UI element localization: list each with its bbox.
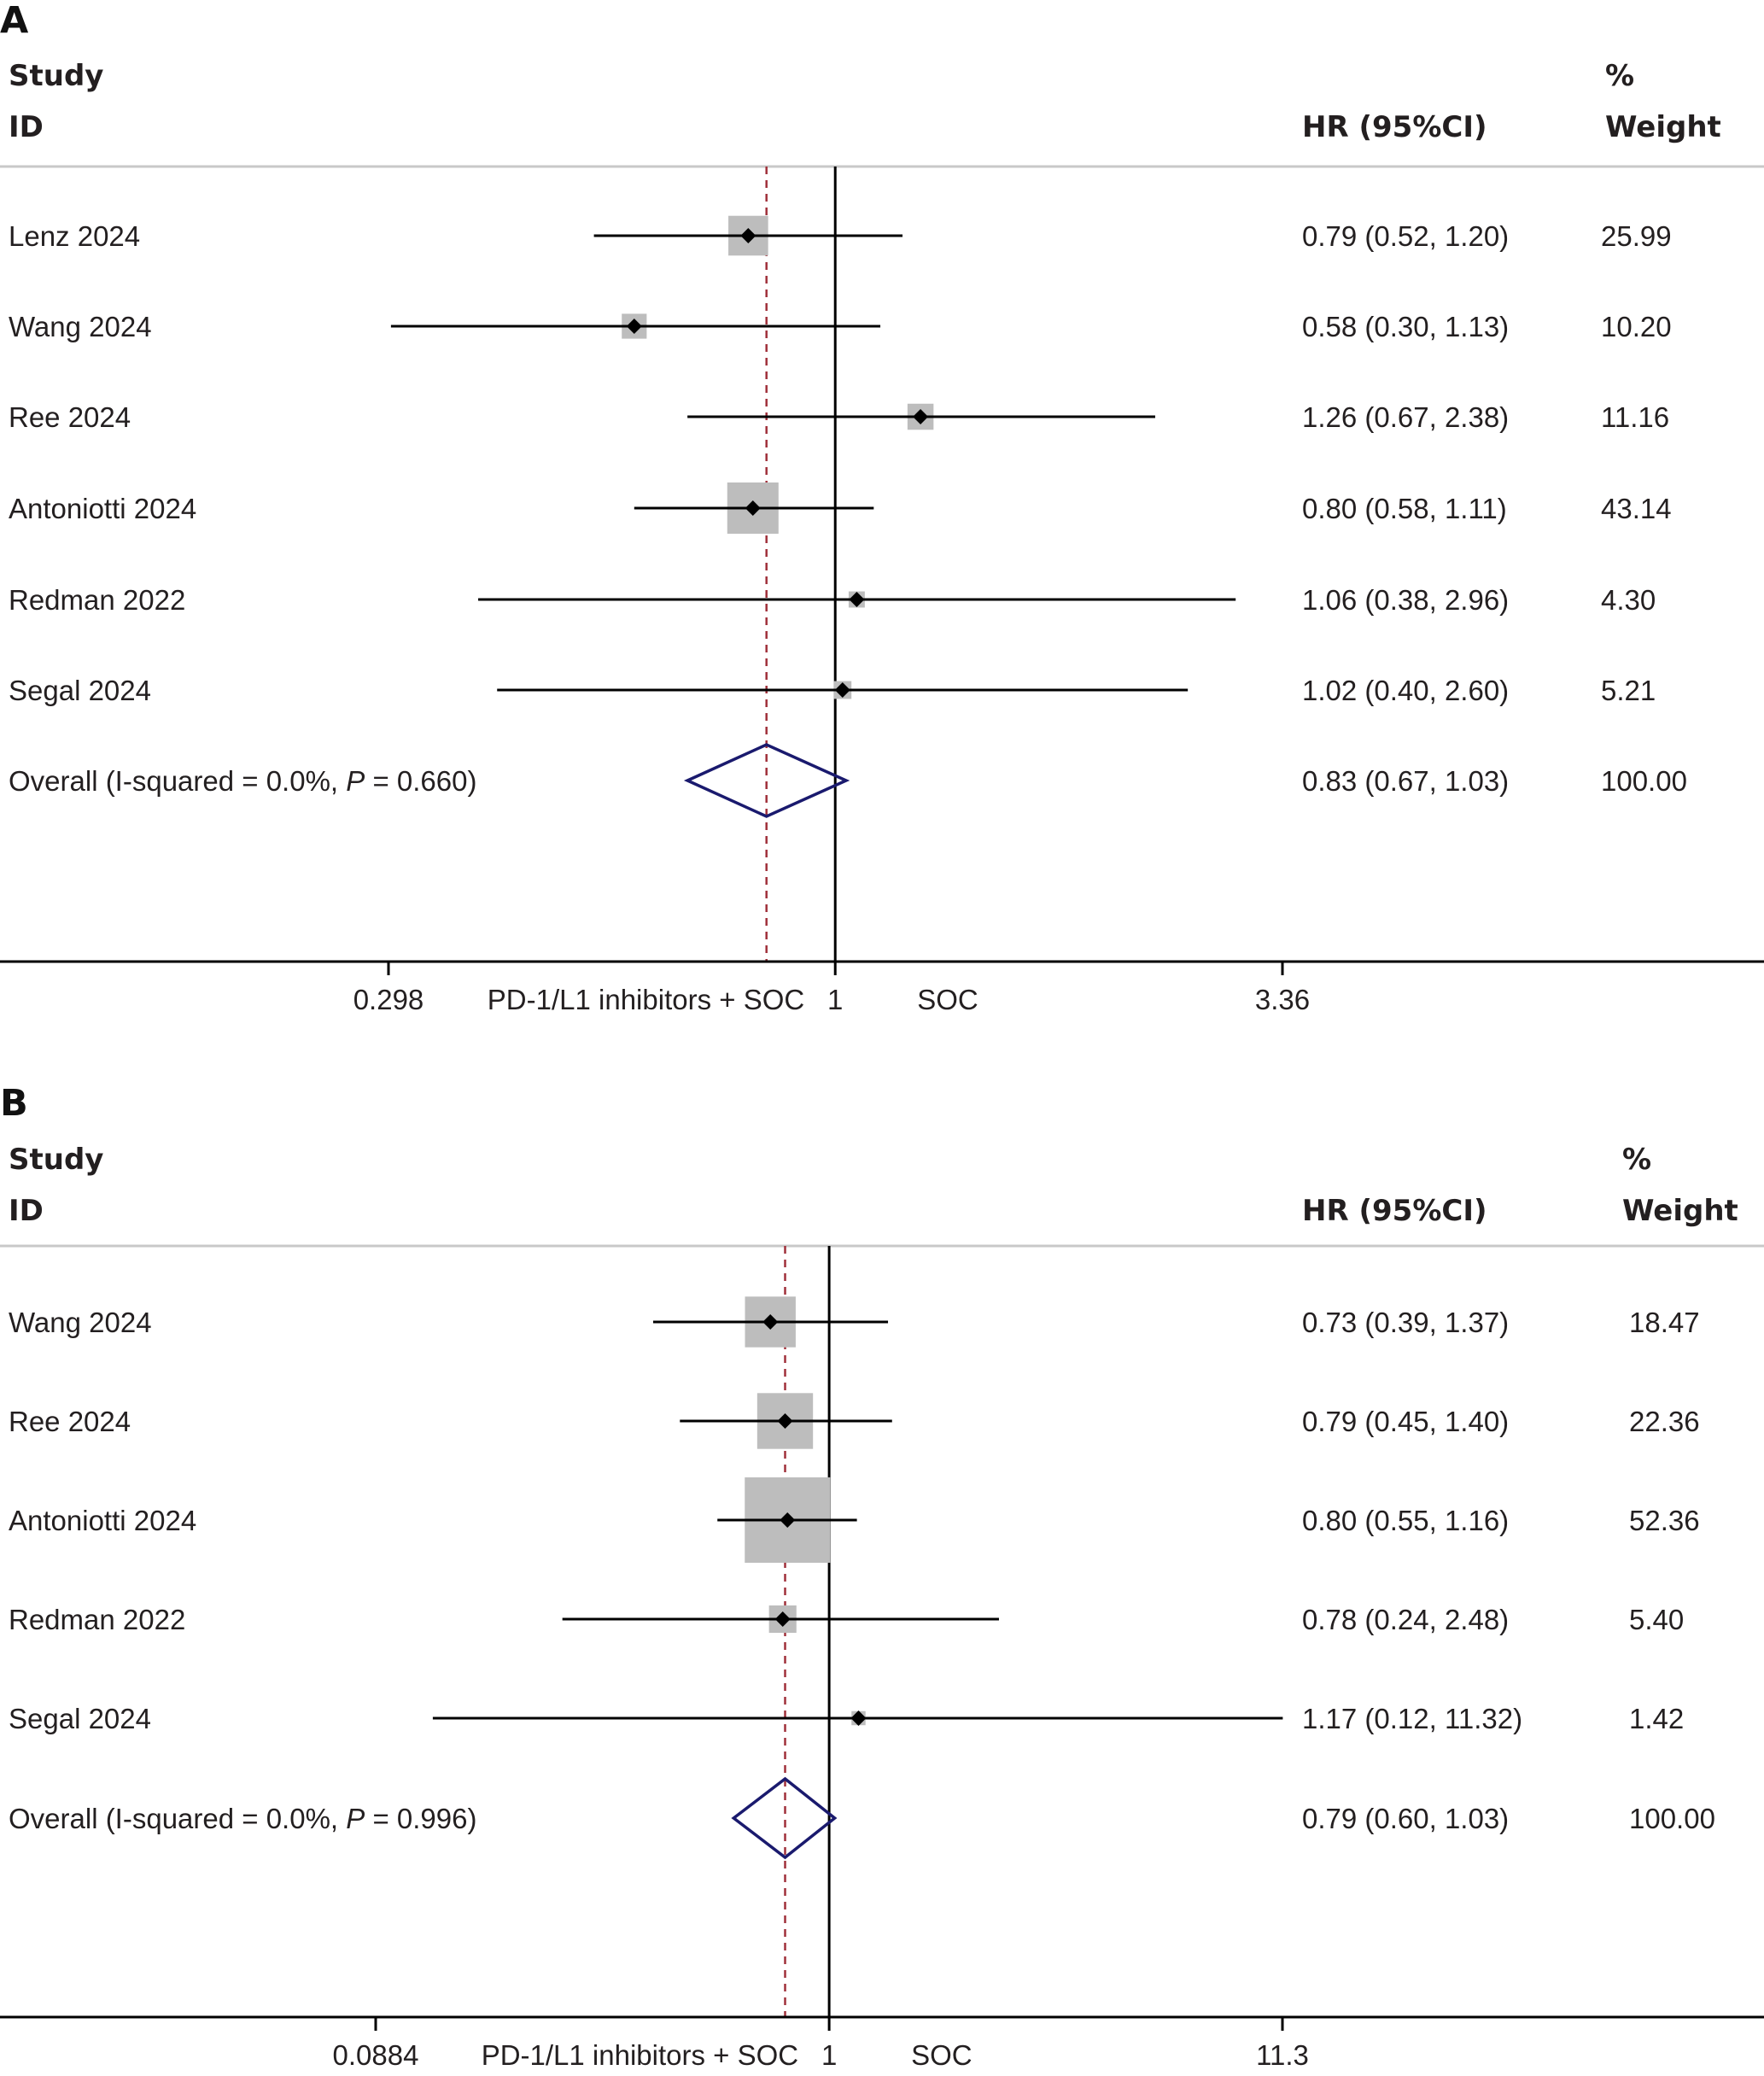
study-row: Segal 2024 1.17 (0.12, 11.32) 1.42 xyxy=(9,1703,1684,1734)
study-name: Ree 2024 xyxy=(9,401,131,433)
hr-value: 0.78 (0.24, 2.48) xyxy=(1302,1604,1509,1635)
weight-value: 52.36 xyxy=(1629,1505,1700,1536)
point-estimate-marker xyxy=(780,1512,796,1528)
overall-label: Overall (I-squared = 0.0%, P = 0.996) xyxy=(9,1803,476,1834)
header-percent: % xyxy=(1622,1143,1651,1177)
header-study: Study xyxy=(9,59,103,93)
overall-weight-value: 100.00 xyxy=(1629,1803,1715,1834)
study-name: Segal 2024 xyxy=(9,675,151,706)
point-estimate-marker xyxy=(745,500,761,516)
study-name: Ree 2024 xyxy=(9,1406,131,1437)
favours-right-label: SOC xyxy=(917,984,978,1015)
study-row: Lenz 2024 0.79 (0.52, 1.20) 25.99 xyxy=(9,215,1672,256)
study-name: Redman 2022 xyxy=(9,584,185,616)
hr-value: 0.73 (0.39, 1.37) xyxy=(1302,1307,1509,1338)
study-row: Redman 2022 1.06 (0.38, 2.96) 4.30 xyxy=(9,584,1656,616)
study-name: Redman 2022 xyxy=(9,1604,185,1635)
header-study: Study xyxy=(9,1143,103,1177)
point-estimate-marker xyxy=(913,409,929,424)
hr-value: 1.02 (0.40, 2.60) xyxy=(1302,675,1509,706)
study-row: Wang 2024 0.73 (0.39, 1.37) 18.47 xyxy=(9,1296,1700,1348)
header-id: ID xyxy=(9,110,44,144)
header-weight: Weight xyxy=(1622,1194,1738,1228)
study-row: Ree 2024 0.79 (0.45, 1.40) 22.36 xyxy=(9,1393,1700,1449)
study-name: Segal 2024 xyxy=(9,1703,151,1734)
overall-row: Overall (I-squared = 0.0%, P = 0.660) 0.8… xyxy=(9,743,1687,818)
study-row: Antoniotti 2024 0.80 (0.58, 1.11) 43.14 xyxy=(9,482,1672,534)
weight-value: 5.21 xyxy=(1601,675,1656,706)
point-estimate-marker xyxy=(849,592,865,607)
x-tick-label: 11.3 xyxy=(1256,2039,1309,2071)
weight-value: 5.40 xyxy=(1629,1604,1684,1635)
study-row: Antoniotti 2024 0.80 (0.55, 1.16) 52.36 xyxy=(9,1477,1700,1563)
overall-hr-value: 0.83 (0.67, 1.03) xyxy=(1302,765,1509,797)
weight-value: 10.20 xyxy=(1601,311,1672,342)
study-name: Wang 2024 xyxy=(9,1307,152,1338)
point-estimate-marker xyxy=(834,682,850,698)
study-name: Antoniotti 2024 xyxy=(9,493,196,524)
hr-value: 0.79 (0.45, 1.40) xyxy=(1302,1406,1509,1437)
overall-hr-value: 0.79 (0.60, 1.03) xyxy=(1302,1803,1509,1834)
study-name: Wang 2024 xyxy=(9,311,152,342)
point-estimate-marker xyxy=(626,319,642,334)
point-estimate-marker xyxy=(762,1314,779,1330)
x-tick-label: 1 xyxy=(821,2039,837,2071)
weight-value: 25.99 xyxy=(1601,220,1672,252)
point-estimate-marker xyxy=(774,1611,791,1627)
hr-value: 1.26 (0.67, 2.38) xyxy=(1302,401,1509,433)
study-name: Antoniotti 2024 xyxy=(9,1505,196,1536)
study-name: Lenz 2024 xyxy=(9,220,140,252)
favours-left-label: PD-1/L1 inhibitors + SOC xyxy=(488,984,804,1015)
weight-value: 1.42 xyxy=(1629,1703,1684,1734)
hr-value: 1.06 (0.38, 2.96) xyxy=(1302,584,1509,616)
header-hr: HR (95%CI) xyxy=(1302,110,1487,144)
favours-left-label: PD-1/L1 inhibitors + SOC xyxy=(482,2039,798,2071)
overall-weight-value: 100.00 xyxy=(1601,765,1687,797)
overall-diamond xyxy=(683,743,850,818)
weight-value: 4.30 xyxy=(1601,584,1656,616)
hr-value: 0.80 (0.55, 1.16) xyxy=(1302,1505,1509,1536)
weight-value: 22.36 xyxy=(1629,1406,1700,1437)
hr-value: 0.79 (0.52, 1.20) xyxy=(1302,220,1509,252)
forest-panel-b: B Study ID HR (95%CI)% Weight Wang 2024 0.73 (… xyxy=(0,1082,1764,2071)
overall-diamond xyxy=(731,1776,838,1860)
overall-label: Overall (I-squared = 0.0%, P = 0.660) xyxy=(9,765,476,797)
header-id: ID xyxy=(9,1194,44,1228)
x-tick-label: 1 xyxy=(827,984,843,1015)
hr-value: 0.58 (0.30, 1.13) xyxy=(1302,311,1509,342)
favours-right-label: SOC xyxy=(911,2039,973,2071)
panel-label: A xyxy=(0,0,29,42)
point-estimate-marker xyxy=(740,228,756,243)
overall-row: Overall (I-squared = 0.0%, P = 0.996) 0.7… xyxy=(9,1776,1715,1860)
forest-panel-a: A Study ID HR (95%CI)% Weight Lenz 2024 0.79 (… xyxy=(0,0,1764,1015)
hr-value: 1.17 (0.12, 11.32) xyxy=(1302,1703,1522,1734)
point-estimate-marker xyxy=(777,1413,793,1429)
x-tick-label: 0.0884 xyxy=(333,2039,419,2071)
study-row: Ree 2024 1.26 (0.67, 2.38) 11.16 xyxy=(9,401,1669,433)
study-row: Wang 2024 0.58 (0.30, 1.13) 10.20 xyxy=(9,311,1672,342)
weight-value: 43.14 xyxy=(1601,493,1672,524)
point-estimate-marker xyxy=(850,1711,867,1726)
study-row: Segal 2024 1.02 (0.40, 2.60) 5.21 xyxy=(9,675,1656,706)
header-hr: HR (95%CI) xyxy=(1302,1194,1487,1228)
weight-value: 18.47 xyxy=(1629,1307,1700,1338)
panel-label: B xyxy=(0,1082,28,1125)
header-percent: % xyxy=(1605,59,1634,93)
study-row: Redman 2022 0.78 (0.24, 2.48) 5.40 xyxy=(9,1604,1684,1635)
hr-value: 0.80 (0.58, 1.11) xyxy=(1302,493,1507,524)
header-weight: Weight xyxy=(1605,110,1721,144)
x-tick-label: 0.298 xyxy=(353,984,424,1015)
x-tick-label: 3.36 xyxy=(1255,984,1310,1015)
weight-value: 11.16 xyxy=(1601,401,1669,433)
